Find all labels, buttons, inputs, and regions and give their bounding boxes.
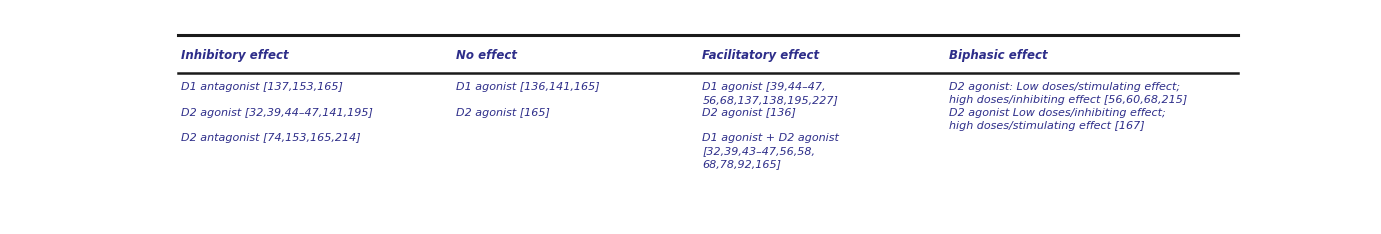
Text: D2 agonist: Low doses/stimulating effect;
high doses/inhibiting effect [56,60,68: D2 agonist: Low doses/stimulating effect… <box>949 82 1186 131</box>
Text: D1 antagonist [137,153,165]

D2 agonist [32,39,44–47,141,195]

D2 antagonist [74: D1 antagonist [137,153,165] D2 agonist [… <box>181 82 373 143</box>
Text: Inhibitory effect: Inhibitory effect <box>181 49 289 62</box>
Text: Biphasic effect: Biphasic effect <box>949 49 1047 62</box>
Text: D1 agonist [136,141,165]

D2 agonist [165]: D1 agonist [136,141,165] D2 agonist [165… <box>456 82 599 118</box>
Text: Facilitatory effect: Facilitatory effect <box>703 49 819 62</box>
Text: No effect: No effect <box>456 49 518 62</box>
Text: D1 agonist [39,44–47,
56,68,137,138,195,227]
D2 agonist [136]

D1 agonist + D2 a: D1 agonist [39,44–47, 56,68,137,138,195,… <box>703 82 840 169</box>
